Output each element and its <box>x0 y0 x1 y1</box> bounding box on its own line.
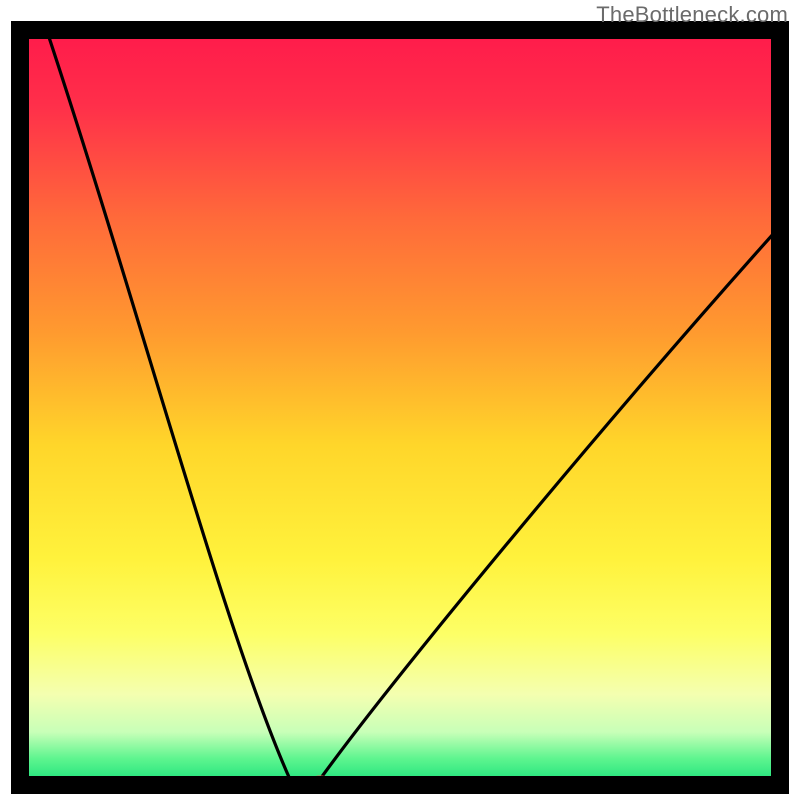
gradient-background <box>20 30 780 785</box>
watermark-text: TheBottleneck.com <box>596 2 788 28</box>
bottleneck-chart <box>0 0 800 800</box>
